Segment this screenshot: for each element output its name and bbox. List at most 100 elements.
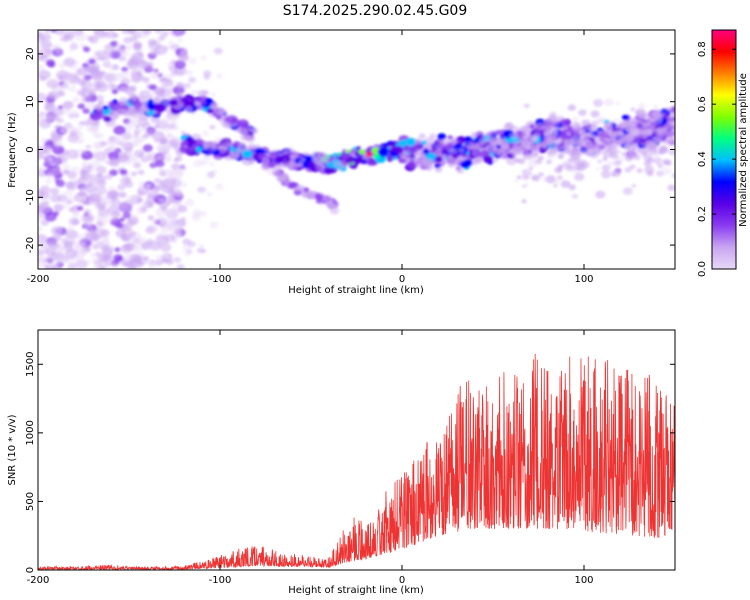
heatmap-cell xyxy=(293,151,300,156)
heatmap-cell xyxy=(68,217,80,226)
heatmap-cell xyxy=(66,265,74,269)
heatmap-cell xyxy=(110,121,118,128)
heatmap-cell xyxy=(171,223,182,232)
heatmap-cell xyxy=(373,153,380,159)
heatmap-cell xyxy=(124,180,134,188)
heatmap-cell xyxy=(611,137,616,142)
heatmap-cell xyxy=(45,179,52,184)
heatmap-cell xyxy=(232,144,239,149)
heatmap-cell xyxy=(528,171,533,175)
heatmap-cell xyxy=(581,149,587,153)
heatmap-cell xyxy=(133,162,142,169)
heatmap-cell xyxy=(639,141,645,146)
heatmap-cell xyxy=(203,70,212,77)
colorbar: 0.0 0.2 0.4 0.6 0.8 Normalized spectral ampl… xyxy=(697,29,749,277)
heatmap-cell xyxy=(61,72,75,82)
heatmap-cell xyxy=(45,114,54,122)
heatmap-cell xyxy=(593,99,603,107)
heatmap-cell xyxy=(210,92,217,97)
heatmap-cell xyxy=(131,246,140,253)
heatmap-cell xyxy=(289,182,297,189)
heatmap-cell xyxy=(108,145,116,151)
heatmap-cell xyxy=(627,152,635,158)
heatmap-cell xyxy=(159,138,167,145)
heatmap-cell xyxy=(572,194,578,199)
heatmap-cell xyxy=(151,218,159,225)
heatmap-cell xyxy=(500,153,508,160)
heatmap-cell xyxy=(58,79,63,83)
heatmap-cell xyxy=(175,82,185,89)
heatmap-cell xyxy=(91,180,101,188)
heatmap-cell xyxy=(238,141,246,148)
heatmap-cell xyxy=(648,163,653,168)
heatmap-cell xyxy=(137,51,144,57)
snr-ylabel: SNR (10 * v/v) xyxy=(7,414,18,485)
heatmap-cell xyxy=(546,159,552,164)
heatmap-cell xyxy=(158,78,164,82)
heatmap-cell xyxy=(177,91,184,96)
heatmap-cell xyxy=(133,257,142,264)
heatmap-cell xyxy=(77,205,84,211)
heatmap-cell xyxy=(449,148,458,154)
heatmap-cell xyxy=(200,100,207,105)
heatmap-cell xyxy=(179,181,188,188)
heatmap-cell xyxy=(531,174,541,182)
heatmap-cell xyxy=(52,145,65,155)
heatmap-cell xyxy=(105,159,114,165)
heatmap-cell xyxy=(156,120,169,129)
heatmap-cell xyxy=(176,264,185,269)
heatmap-cell xyxy=(549,145,560,154)
heatmap-cell xyxy=(155,143,166,151)
heatmap-cell xyxy=(85,66,90,70)
heatmap-cell xyxy=(647,117,653,123)
spectrogram-xlabel: Height of straight line (km) xyxy=(288,285,424,296)
heatmap-cell xyxy=(628,119,638,127)
heatmap-cell xyxy=(38,31,45,38)
heatmap-cell xyxy=(136,197,144,203)
heatmap-cell xyxy=(38,94,42,99)
heatmap-cell xyxy=(595,190,606,199)
heatmap-cell xyxy=(509,132,519,140)
heatmap-cell xyxy=(132,220,138,225)
heatmap-cell xyxy=(196,247,205,254)
heatmap-cell xyxy=(138,106,150,116)
heatmap-cell xyxy=(658,150,665,155)
heatmap-cell xyxy=(100,140,107,147)
heatmap-cell xyxy=(183,83,191,89)
heatmap-cell xyxy=(56,117,64,124)
heatmap-cell xyxy=(154,103,166,113)
heatmap-cell xyxy=(67,226,74,231)
heatmap-cell xyxy=(156,88,166,95)
heatmap-cell xyxy=(591,124,598,130)
heatmap-cell xyxy=(226,115,238,124)
heatmap-cell xyxy=(240,133,251,141)
x-tick-label: 100 xyxy=(574,274,593,285)
heatmap-cell xyxy=(523,182,529,187)
heatmap-cell xyxy=(173,257,182,263)
heatmap-blobs xyxy=(38,30,675,269)
heatmap-cell xyxy=(168,99,179,107)
heatmap-cell xyxy=(38,214,45,222)
colorbar-tick-label: 0.8 xyxy=(697,41,708,57)
heatmap-cell xyxy=(165,222,172,228)
heatmap-cell xyxy=(209,221,219,229)
heatmap-cell xyxy=(44,30,51,33)
heatmap-cell xyxy=(44,207,53,214)
heatmap-cell xyxy=(303,187,310,192)
heatmap-cell xyxy=(597,129,604,135)
heatmap-cell xyxy=(126,119,137,128)
heatmap-cell xyxy=(607,160,615,167)
heatmap-cell xyxy=(434,156,443,163)
heatmap-cell xyxy=(403,154,411,161)
heatmap-cell xyxy=(184,106,193,113)
heatmap-cell xyxy=(405,137,417,146)
heatmap-cell xyxy=(94,154,103,161)
heatmap-cell xyxy=(122,212,132,219)
heatmap-cell xyxy=(38,120,45,127)
heatmap-cell xyxy=(48,158,58,166)
heatmap-cell xyxy=(624,143,634,151)
heatmap-cell xyxy=(85,260,92,264)
heatmap-cell xyxy=(85,231,99,242)
heatmap-cell xyxy=(414,139,423,146)
heatmap-cell xyxy=(188,57,197,65)
